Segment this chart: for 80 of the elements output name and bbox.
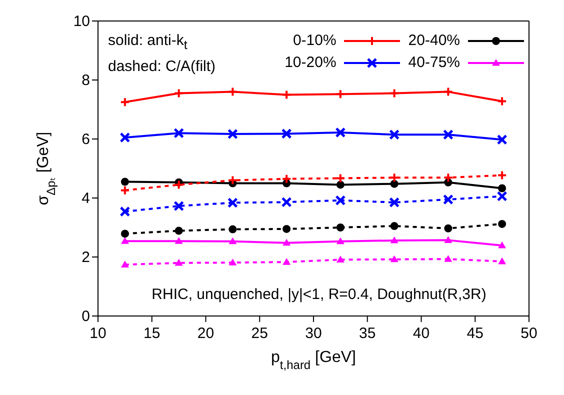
legend-label: 20-40%	[408, 31, 460, 51]
legend-label: 0-10%	[292, 31, 336, 51]
point	[120, 185, 130, 196]
x-tick-label: 35	[359, 325, 376, 342]
x-tick-label: 15	[144, 325, 160, 342]
point	[120, 132, 130, 143]
point	[174, 226, 183, 235]
point	[442, 194, 454, 205]
point	[335, 173, 346, 184]
point	[174, 128, 184, 138]
annotation: dashed: C/A(filt)	[108, 58, 216, 75]
point	[174, 88, 184, 98]
point	[281, 196, 292, 208]
point	[389, 88, 400, 98]
point	[335, 195, 346, 206]
point	[390, 180, 398, 188]
point	[174, 237, 183, 244]
y-tick-label: 8	[82, 72, 90, 89]
point	[282, 238, 291, 246]
point	[498, 220, 506, 228]
point	[282, 224, 291, 233]
point	[444, 224, 452, 232]
point	[496, 190, 508, 202]
point	[336, 180, 344, 189]
x-tick-label: 20	[197, 325, 214, 342]
legend-label: 10-20%	[284, 53, 336, 73]
point	[120, 260, 129, 268]
point	[335, 127, 346, 138]
point	[282, 174, 292, 184]
point	[120, 206, 130, 217]
point	[282, 258, 291, 265]
point	[228, 258, 237, 266]
point	[227, 128, 238, 140]
point	[496, 134, 508, 145]
x-tick-label: 50	[520, 325, 538, 342]
x-tick-label: 45	[466, 325, 484, 342]
point	[444, 236, 452, 243]
y-tick-label: 0	[82, 308, 90, 325]
point	[228, 225, 237, 234]
point	[444, 255, 452, 262]
point	[389, 197, 400, 208]
point	[442, 129, 454, 140]
point	[497, 170, 508, 180]
point	[443, 172, 454, 183]
point	[389, 172, 400, 183]
x-tick-label: 40	[412, 325, 430, 342]
point	[120, 230, 129, 238]
point	[174, 180, 184, 190]
point	[174, 258, 183, 266]
point	[120, 178, 129, 186]
point	[228, 237, 237, 244]
legend-label: 40-75%	[408, 53, 460, 73]
point	[336, 256, 344, 262]
point	[174, 200, 184, 212]
x-tick-label: 30	[305, 325, 322, 342]
point	[282, 90, 292, 100]
annotation: solid: anti-k$_{t}$	[108, 32, 188, 52]
annotation: RHIC, unquenched, |y|<1, R=0.4, Doughnut(R,3R)	[152, 286, 486, 303]
x-tick-label: 25	[251, 325, 268, 342]
point	[120, 237, 129, 244]
point	[390, 236, 398, 244]
point	[228, 175, 238, 186]
y-tick-label: 6	[82, 131, 90, 148]
point	[443, 86, 454, 97]
point	[228, 86, 238, 97]
point	[390, 255, 398, 262]
point	[227, 197, 238, 208]
point	[336, 237, 344, 244]
point	[498, 184, 506, 192]
y-tick-label: 4	[82, 190, 90, 207]
point	[335, 89, 346, 100]
point	[336, 224, 344, 232]
point	[281, 128, 292, 139]
x-axis-title: p$_{t,hard}$ [GeV]	[271, 349, 356, 372]
y-tick-label: 10	[73, 13, 90, 30]
point	[390, 222, 398, 230]
point	[498, 257, 506, 264]
y-tick-label: 2	[82, 249, 90, 266]
point	[498, 241, 506, 248]
point	[389, 129, 400, 140]
